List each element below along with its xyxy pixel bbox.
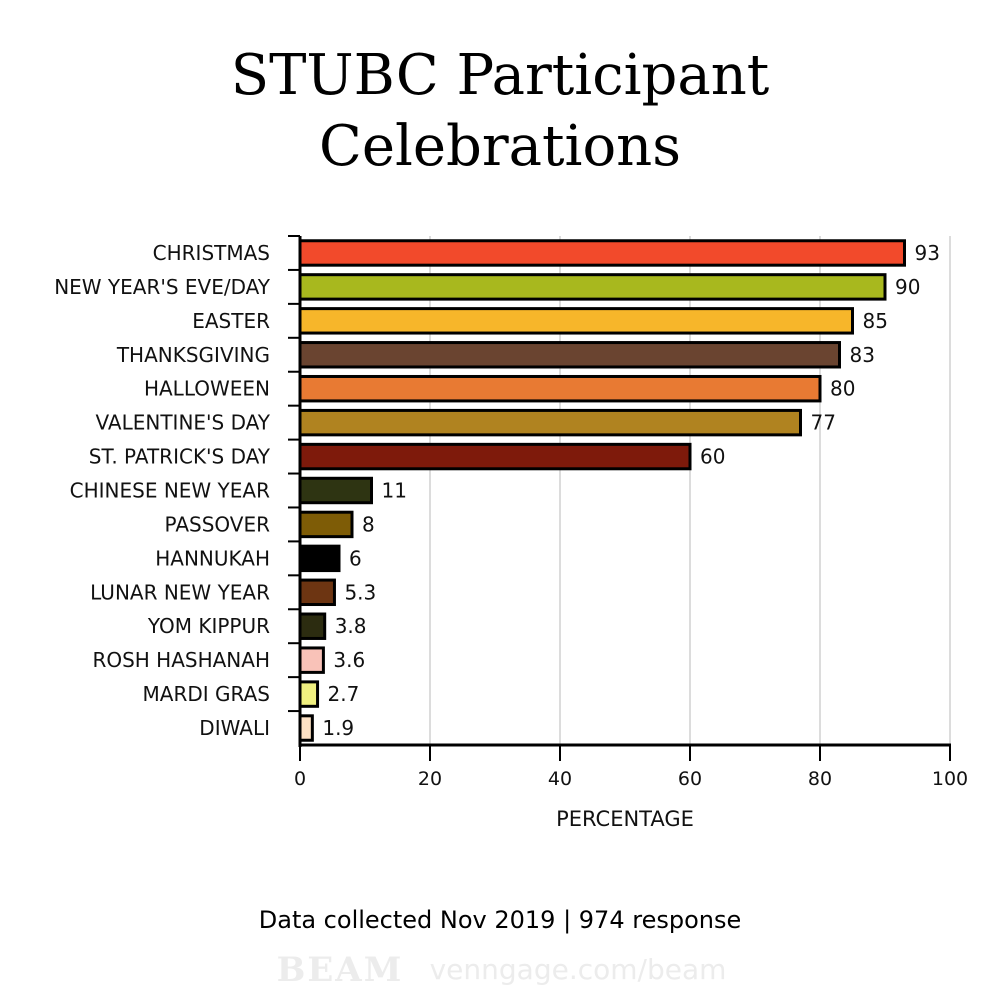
bar xyxy=(298,544,341,573)
value-label: 8 xyxy=(362,512,375,536)
category-label: CHINESE NEW YEAR xyxy=(70,479,270,503)
bar xyxy=(298,307,854,335)
category-label: HALLOWEEN xyxy=(144,377,270,401)
bar xyxy=(298,374,822,403)
x-tick-label: 20 xyxy=(418,768,442,790)
value-label: 6 xyxy=(349,546,362,570)
value-labels: 93 90 85 83 80 77 60 11 86 5.3 3.8 3.6 2.7 1.9 xyxy=(322,241,940,740)
bar xyxy=(298,442,692,471)
category-label: CHRISTMAS xyxy=(153,241,270,265)
value-label: 85 xyxy=(863,309,888,333)
chart-title-line-1: STUBC Participant xyxy=(231,43,770,108)
category-label: DIWALI xyxy=(199,716,270,740)
category-label: ST. PATRICK'S DAY xyxy=(89,445,271,469)
category-label: ROSH HASHANAH xyxy=(92,648,270,672)
category-labels: CHRISTMAS NEW YEAR'S EVE/DAY EASTER THANKSG… xyxy=(54,241,271,740)
category-label: THANKSGIVING xyxy=(116,343,270,367)
bar xyxy=(298,578,336,607)
value-label: 83 xyxy=(850,343,875,367)
bar xyxy=(298,341,841,369)
category-label: LUNAR NEW YEAR xyxy=(90,580,270,604)
value-label: 3.6 xyxy=(333,648,365,672)
category-label: NEW YEAR'S EVE/DAY xyxy=(54,275,271,299)
bar xyxy=(298,510,354,539)
value-label: 80 xyxy=(830,377,855,401)
x-tick-label: 60 xyxy=(678,768,702,790)
watermark-logo: BEAM xyxy=(277,950,404,990)
x-tick-labels: 0 20 40 60 80 100 xyxy=(294,768,968,790)
value-label: 11 xyxy=(382,479,407,503)
x-tick-label: 80 xyxy=(808,768,832,790)
value-label: 93 xyxy=(915,241,940,265)
category-label: YOM KIPPUR xyxy=(147,614,270,638)
bar xyxy=(298,239,906,267)
value-label: 1.9 xyxy=(322,716,354,740)
x-tick-label: 0 xyxy=(294,768,306,790)
bar xyxy=(298,646,325,674)
category-label: EASTER xyxy=(192,309,270,333)
value-label: 77 xyxy=(811,411,836,435)
value-label: 60 xyxy=(700,445,725,469)
category-label: VALENTINE'S DAY xyxy=(96,411,271,435)
bar xyxy=(298,408,802,437)
value-label: 90 xyxy=(895,275,920,299)
category-label: HANNUKAH xyxy=(155,546,270,570)
bar xyxy=(298,476,373,505)
bar xyxy=(298,612,327,640)
footnote: Data collected Nov 2019 | 974 response xyxy=(259,906,741,934)
chart-title-line-2: Celebrations xyxy=(319,114,681,179)
bar xyxy=(298,680,320,708)
bar xyxy=(298,714,314,742)
watermark-url: venngage.com/beam xyxy=(430,953,727,986)
x-tick-label: 100 xyxy=(932,768,968,790)
x-axis-label: PERCENTAGE xyxy=(556,807,694,831)
category-label: PASSOVER xyxy=(165,512,271,536)
axes xyxy=(288,235,951,761)
value-label: 2.7 xyxy=(328,682,360,706)
value-label: 3.8 xyxy=(335,614,367,638)
value-label: 5.3 xyxy=(344,580,376,604)
x-tick-label: 40 xyxy=(548,768,572,790)
bar xyxy=(298,273,887,301)
category-label: MARDI GRAS xyxy=(143,682,270,706)
